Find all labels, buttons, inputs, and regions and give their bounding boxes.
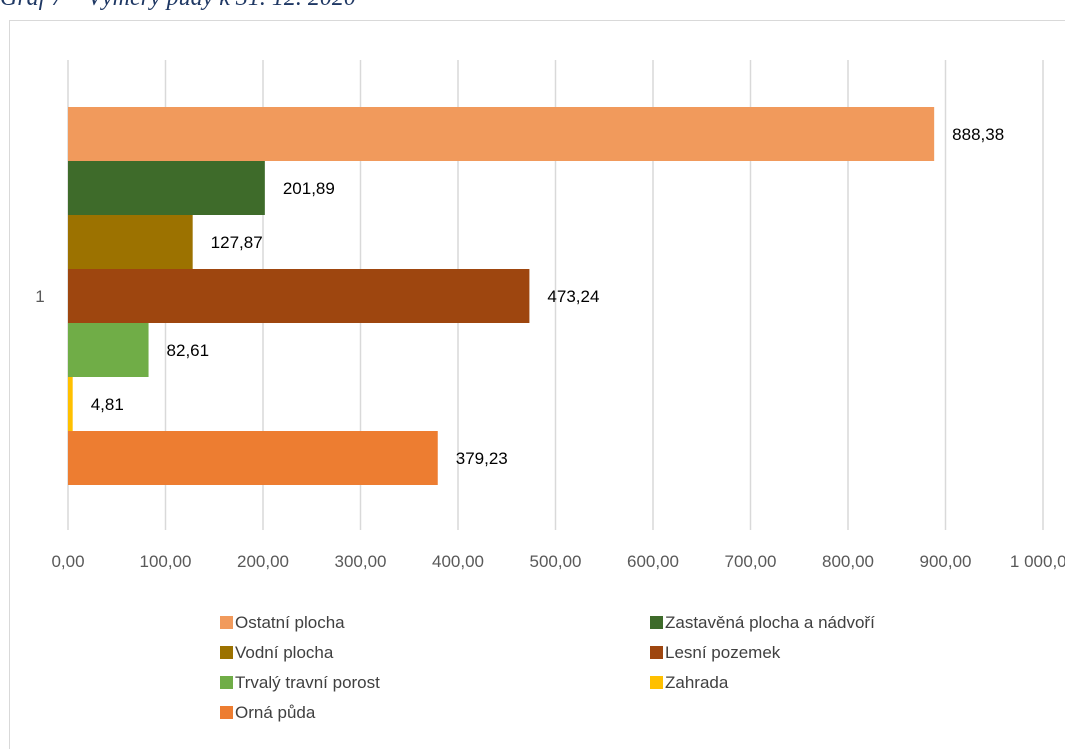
data-label: 888,38 bbox=[952, 125, 1004, 144]
legend-swatch bbox=[650, 616, 663, 629]
legend-item: Zahrada bbox=[650, 673, 729, 692]
legend-label: Ostatní plocha bbox=[235, 613, 345, 632]
bar bbox=[68, 377, 73, 431]
y-tick-labels: 1 bbox=[35, 287, 44, 306]
y-tick-label: 1 bbox=[35, 287, 44, 306]
legend-item: Lesní pozemek bbox=[650, 643, 781, 662]
x-tick-label: 800,00 bbox=[822, 552, 874, 571]
x-tick-label: 400,00 bbox=[432, 552, 484, 571]
legend-item: Trvalý travní porost bbox=[220, 673, 380, 692]
x-tick-label: 200,00 bbox=[237, 552, 289, 571]
bars bbox=[68, 107, 935, 485]
data-label: 127,87 bbox=[211, 233, 263, 252]
legend-item: Vodní plocha bbox=[220, 643, 334, 662]
bar bbox=[68, 323, 149, 377]
x-tick-label: 600,00 bbox=[627, 552, 679, 571]
x-tick-label: 100,00 bbox=[140, 552, 192, 571]
data-label: 473,24 bbox=[547, 287, 599, 306]
legend-label: Zahrada bbox=[665, 673, 729, 692]
x-tick-label: 0,00 bbox=[51, 552, 84, 571]
x-tick-label: 1 000,00 bbox=[1010, 552, 1065, 571]
legend-item: Ostatní plocha bbox=[220, 613, 345, 632]
x-tick-labels: 0,00 100,00 200,00 300,00 400,00 500,00 600,00… bbox=[51, 552, 1065, 571]
chart-frame bbox=[9, 20, 1065, 749]
x-tick-label: 300,00 bbox=[335, 552, 387, 571]
bar bbox=[68, 161, 265, 215]
x-tick-label: 900,00 bbox=[920, 552, 972, 571]
legend-swatch bbox=[220, 646, 233, 659]
legend-label: Lesní pozemek bbox=[665, 643, 781, 662]
legend-swatch bbox=[220, 616, 233, 629]
x-tick-label: 500,00 bbox=[530, 552, 582, 571]
data-labels: 888,38 201,89 127,87 473,24 82,61 4,81 379,23 bbox=[91, 125, 1004, 468]
data-label: 201,89 bbox=[283, 179, 335, 198]
data-label: 4,81 bbox=[91, 395, 124, 414]
bar bbox=[68, 269, 530, 323]
legend-item: Orná půda bbox=[220, 703, 316, 722]
legend-swatch bbox=[220, 676, 233, 689]
legend-label: Orná půda bbox=[235, 703, 316, 722]
legend-item: Zastavěná plocha a nádvoří bbox=[650, 613, 875, 632]
bar bbox=[68, 431, 438, 485]
bar bbox=[68, 215, 193, 269]
chart-caption: Graf 7 – Výměry půdy k 31. 12. 2020 bbox=[0, 0, 356, 12]
legend-swatch bbox=[220, 706, 233, 719]
bar bbox=[68, 107, 935, 161]
legend: Ostatní plocha Zastavěná plocha a nádvoří… bbox=[220, 613, 875, 722]
data-label: 82,61 bbox=[167, 341, 210, 360]
data-label: 379,23 bbox=[456, 449, 508, 468]
legend-label: Zastavěná plocha a nádvoří bbox=[665, 613, 875, 632]
legend-swatch bbox=[650, 676, 663, 689]
x-tick-label: 700,00 bbox=[725, 552, 777, 571]
legend-label: Trvalý travní porost bbox=[235, 673, 380, 692]
legend-label: Vodní plocha bbox=[235, 643, 334, 662]
legend-swatch bbox=[650, 646, 663, 659]
